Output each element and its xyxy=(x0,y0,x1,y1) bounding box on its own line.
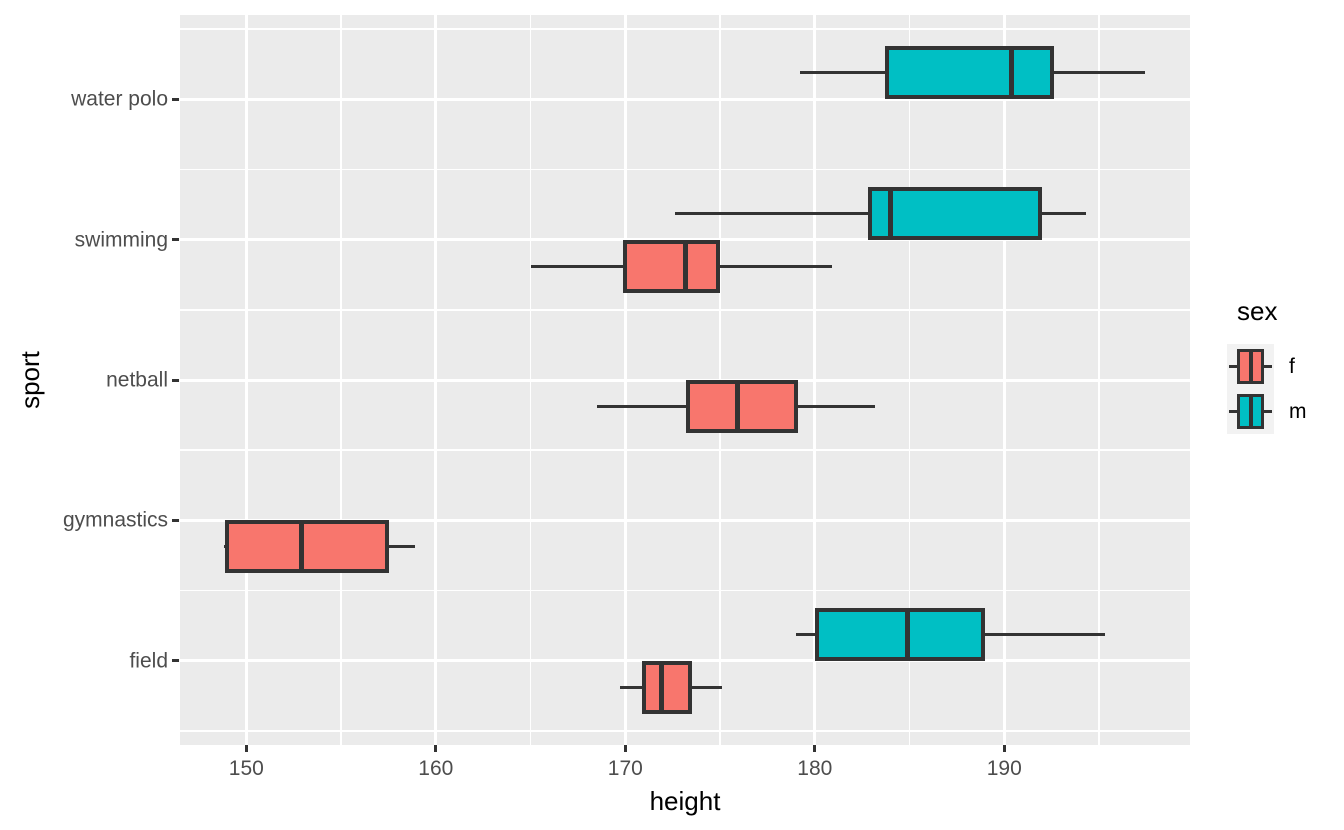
legend-label-m: m xyxy=(1289,399,1307,423)
y-axis-tick xyxy=(172,238,179,242)
boxplot-water-polo-m-box xyxy=(884,46,1054,100)
y-axis-tick xyxy=(172,378,179,382)
legend-item-f: f xyxy=(1227,344,1342,389)
minor-gridline-y xyxy=(180,168,1190,171)
x-tick-label: 170 xyxy=(607,757,643,780)
boxplot-glyph-median-icon xyxy=(1249,394,1253,429)
boxplot-gymnastics-f-box xyxy=(225,520,389,574)
x-tick-label: 180 xyxy=(797,757,833,780)
boxplot-field-m-lower-whisker xyxy=(795,632,817,636)
y-tick-label: netball xyxy=(106,368,168,392)
plot-panel xyxy=(180,15,1190,745)
boxplot-gymnastics-f-upper-whisker xyxy=(386,545,415,549)
minor-gridline-y xyxy=(180,730,1190,732)
x-axis-tick xyxy=(434,745,438,752)
boxplot-swimming-f-box xyxy=(623,239,721,293)
legend-item-m: m xyxy=(1227,389,1342,434)
x-tick-label: 190 xyxy=(986,757,1022,780)
minor-gridline-y xyxy=(180,28,1190,30)
boxplot-netball-f-upper-whisker xyxy=(795,405,876,408)
boxplot-water-polo-m-upper-whisker xyxy=(1051,71,1145,75)
boxplot-swimming-m-median xyxy=(888,186,894,240)
boxplot-water-polo-m-lower-whisker xyxy=(799,71,887,75)
boxplot-field-m-median xyxy=(905,607,911,661)
boxplot-swimming-f-upper-whisker xyxy=(718,264,832,268)
boxplot-field-m-box xyxy=(814,607,986,661)
x-axis-tick xyxy=(244,745,248,752)
y-axis-title: sport xyxy=(15,351,45,409)
boxplot-netball-f-box xyxy=(685,380,798,433)
legend: sex f m xyxy=(1227,298,1342,434)
boxplot-field-f-median xyxy=(658,660,664,714)
boxplot-netball-f-median xyxy=(734,380,740,433)
x-axis-tick xyxy=(1002,745,1006,752)
minor-gridline-y xyxy=(180,449,1190,451)
boxplot-swimming-m-lower-whisker xyxy=(674,211,870,215)
boxplot-netball-f-lower-whisker xyxy=(596,405,688,408)
y-axis-tick xyxy=(172,97,179,101)
x-axis-tick xyxy=(813,745,817,752)
y-axis-tick xyxy=(172,518,179,522)
y-tick-label: water polo xyxy=(71,87,168,111)
minor-gridline-y xyxy=(180,589,1190,592)
boxplot-gymnastics-f-median xyxy=(298,520,304,574)
boxplot-water-polo-m-median xyxy=(1009,46,1015,100)
minor-gridline-y xyxy=(180,309,1190,311)
boxplot-field-m-upper-whisker xyxy=(983,632,1105,636)
legend-key-m xyxy=(1227,389,1274,434)
y-tick-label: gymnastics xyxy=(62,508,168,532)
major-gridline-y xyxy=(180,518,1190,522)
boxplot-swimming-m-upper-whisker xyxy=(1040,211,1086,215)
x-tick-label: 150 xyxy=(228,757,264,780)
boxplot-swimming-f-lower-whisker xyxy=(530,264,626,268)
legend-label-f: f xyxy=(1289,354,1295,378)
legend-title: sex xyxy=(1237,296,1278,326)
x-axis-title: height xyxy=(649,786,721,816)
boxplot-glyph-median-icon xyxy=(1249,349,1253,384)
boxplot-field-f-lower-whisker xyxy=(619,685,645,689)
boxplot-field-f-upper-whisker xyxy=(689,685,722,689)
major-gridline-y xyxy=(180,378,1190,382)
y-axis-tick xyxy=(172,659,179,663)
x-tick-label: 160 xyxy=(418,757,454,780)
y-tick-label: field xyxy=(129,649,168,673)
boxplot-swimming-f-median xyxy=(683,239,689,293)
legend-key-f xyxy=(1227,344,1274,389)
boxplot-swimming-m-box xyxy=(867,186,1043,240)
boxplot-field-f-box xyxy=(642,660,692,714)
y-tick-label: swimming xyxy=(74,228,168,252)
major-gridline-y xyxy=(180,97,1190,101)
x-axis-tick xyxy=(623,745,627,752)
